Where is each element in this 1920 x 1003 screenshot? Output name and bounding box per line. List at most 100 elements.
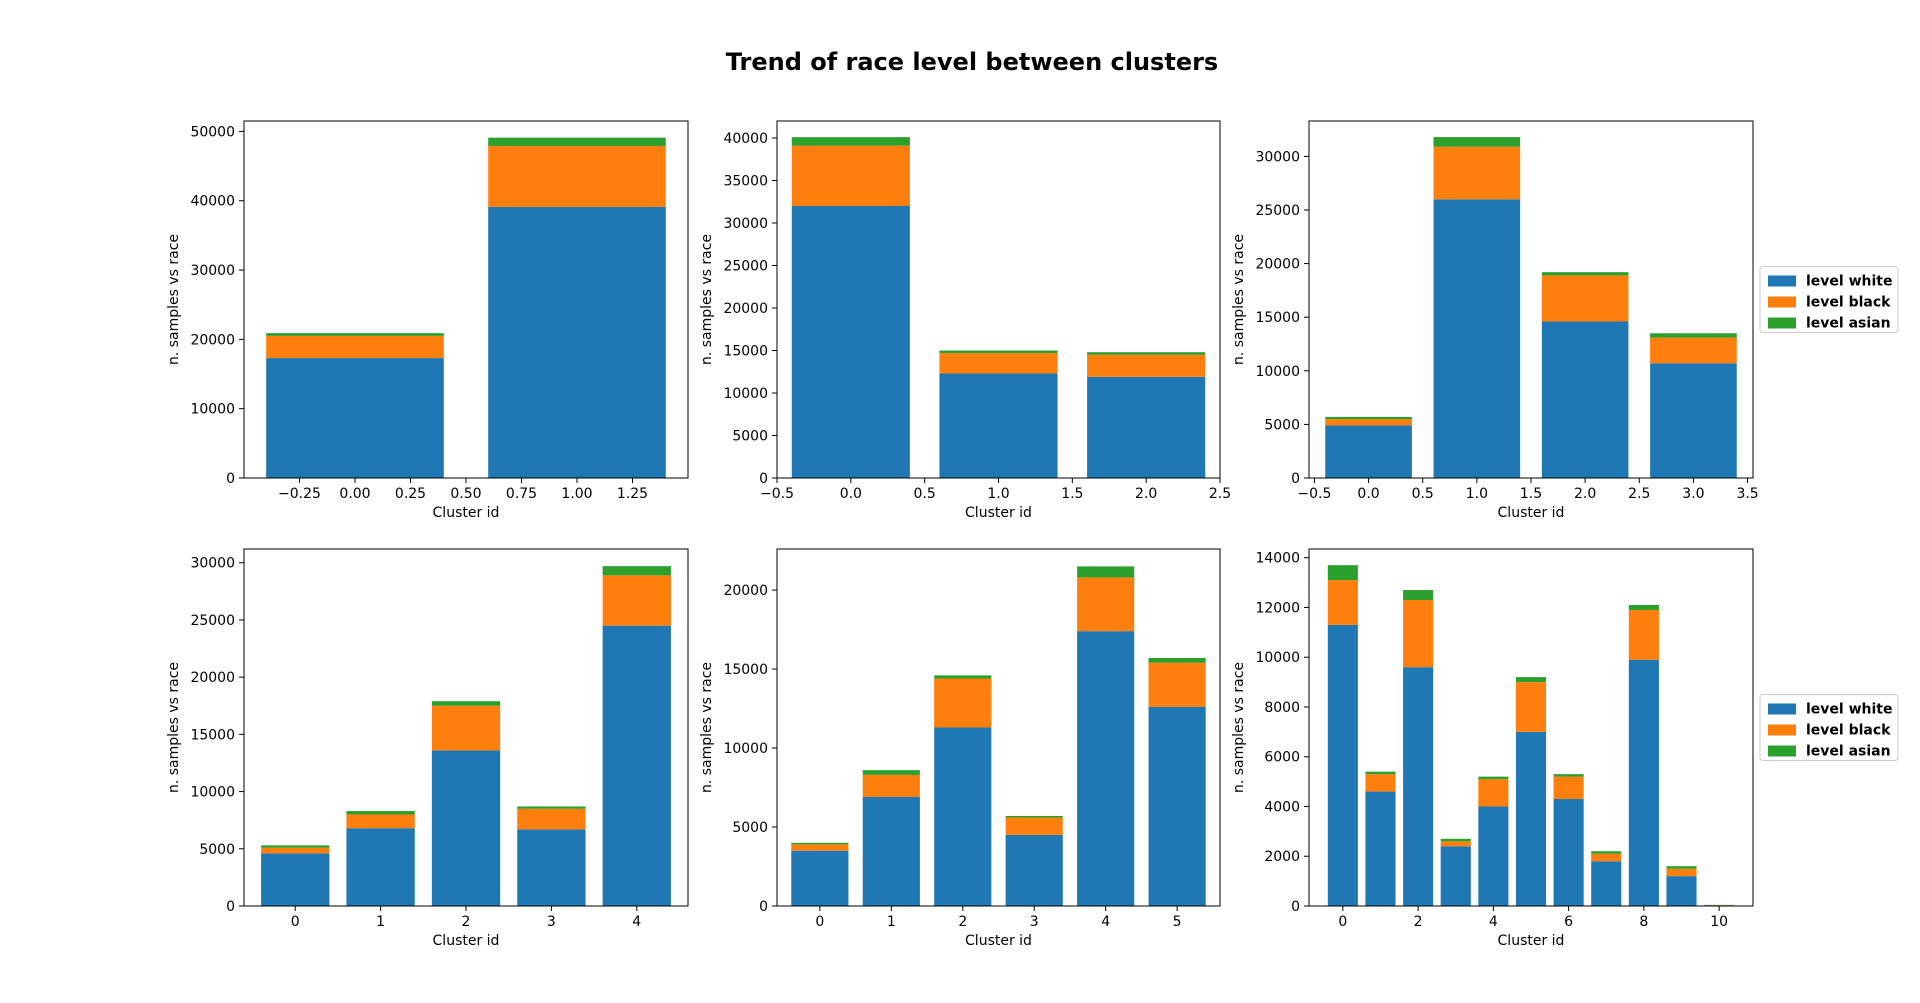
subplot-4: 0 1 2 3 4 0 5000 10000 15000 20000 25000 30000 Clust… — [166, 548, 689, 949]
x-tick-label: 8 — [1639, 914, 1648, 930]
bar-level-white-cluster-3 — [1650, 363, 1737, 478]
bar-level-black-cluster-3 — [517, 808, 586, 830]
bar-level-white-cluster-0 — [261, 853, 330, 906]
bar-level-black-cluster-2 — [1403, 600, 1434, 668]
x-tick-label: 3 — [547, 914, 556, 930]
bar-level-asian-cluster-4 — [1478, 776, 1509, 780]
bar-level-white-cluster-0 — [1325, 425, 1412, 478]
bar-level-black-cluster-1 — [939, 353, 1058, 374]
x-tick-label: 1.25 — [617, 486, 648, 502]
x-tick-label: 0.0 — [1357, 486, 1379, 502]
y-tick-label: 40000 — [723, 131, 768, 147]
bar-level-white-cluster-0 — [791, 206, 910, 478]
x-tick-label: 0.0 — [840, 486, 862, 502]
bar-level-asian-cluster-3 — [1650, 333, 1737, 338]
bar-level-black-cluster-7 — [1591, 853, 1622, 862]
bar-level-asian-cluster-4 — [1077, 566, 1135, 578]
legend-swatch-level-white — [1768, 703, 1796, 715]
bar-level-asian-cluster-0 — [791, 137, 910, 146]
bar-level-black-cluster-3 — [1440, 841, 1471, 847]
y-axis-label: n. samples vs race — [166, 234, 182, 365]
x-tick-label: 1.5 — [1061, 486, 1083, 502]
x-tick-label: 2 — [958, 914, 967, 930]
y-tick-label: 2000 — [1264, 849, 1300, 865]
x-tick-label: 3.0 — [1682, 486, 1704, 502]
y-tick-label: 15000 — [723, 344, 768, 360]
bar-level-black-cluster-4 — [1478, 779, 1509, 807]
x-tick-label: 3.5 — [1736, 486, 1758, 502]
bar-level-black-cluster-0 — [791, 844, 849, 851]
bar-level-asian-cluster-3 — [1005, 815, 1063, 818]
x-tick-label: 1.00 — [561, 486, 592, 502]
bar-level-white-cluster-4 — [602, 625, 671, 906]
bar-level-black-cluster-8 — [1628, 609, 1659, 660]
bar-level-black-cluster-1 — [1365, 774, 1396, 792]
legend-swatch-level-asian — [1768, 745, 1796, 757]
legend-label-level-white: level white — [1806, 702, 1892, 718]
x-tick-label: 0 — [815, 914, 824, 930]
bar-level-asian-cluster-3 — [517, 806, 586, 809]
bar-level-asian-cluster-2 — [1541, 272, 1629, 276]
bar-level-black-cluster-1 — [1433, 146, 1521, 200]
subplot-5: 0 1 2 3 4 5 0 5000 10000 15000 20000 Cluster id n. s… — [699, 548, 1221, 949]
bar-level-white-cluster-0 — [791, 850, 849, 906]
y-tick-label: 15000 — [723, 662, 768, 678]
y-tick-label: 20000 — [723, 301, 768, 317]
x-tick-label: 3 — [1030, 914, 1039, 930]
bar-level-asian-cluster-0 — [791, 842, 849, 845]
bar-level-white-cluster-3 — [1005, 834, 1063, 906]
x-tick-label: 2.5 — [1209, 486, 1231, 502]
bar-level-black-cluster-4 — [602, 575, 671, 626]
y-tick-label: 15000 — [1255, 310, 1300, 326]
y-axis-label: n. samples vs race — [699, 234, 715, 365]
bar-level-black-cluster-4 — [1077, 577, 1135, 632]
y-axis-label: n. samples vs race — [1231, 662, 1247, 793]
bar-level-white-cluster-1 — [1433, 199, 1521, 478]
x-tick-label: −0.5 — [760, 486, 794, 502]
x-tick-label: 0.5 — [914, 486, 936, 502]
x-axis-label: Cluster id — [1498, 933, 1565, 949]
bar-level-black-cluster-0 — [266, 335, 444, 359]
bar-level-white-cluster-8 — [1628, 659, 1659, 906]
x-axis-label: Cluster id — [965, 505, 1032, 521]
y-tick-label: 25000 — [723, 259, 768, 275]
bar-level-white-cluster-2 — [1403, 667, 1434, 906]
y-tick-label: 10000 — [190, 402, 235, 418]
bar-level-asian-cluster-5 — [1515, 677, 1547, 683]
legend-swatch-level-black — [1768, 296, 1796, 308]
x-tick-label: 1.5 — [1520, 486, 1542, 502]
bar-level-white-cluster-4 — [1478, 806, 1509, 906]
figure-title: Trend of race level between clusters — [726, 48, 1218, 76]
bar-level-black-cluster-0 — [261, 847, 330, 854]
bar-level-white-cluster-1 — [939, 373, 1058, 478]
x-tick-label: 2.0 — [1135, 486, 1157, 502]
y-tick-label: 5000 — [732, 429, 768, 445]
bar-level-asian-cluster-9 — [1666, 866, 1697, 869]
bar-level-asian-cluster-1 — [1433, 137, 1521, 147]
bar-level-asian-cluster-6 — [1553, 774, 1584, 777]
y-tick-label: 14000 — [1255, 551, 1300, 567]
legend-swatch-level-white — [1768, 275, 1796, 287]
subplot-2: −0.5 0.0 0.5 1.0 1.5 2.0 2.5 0 5000 10000 15000 200… — [699, 120, 1231, 521]
x-axis-label: Cluster id — [433, 933, 500, 949]
bar-level-asian-cluster-2 — [934, 675, 992, 679]
x-tick-label: 0.00 — [339, 486, 370, 502]
subplot-3: −0.5 0.0 0.5 1.0 1.5 2.0 2.5 3.0 3.5 0 5000 10000 15… — [1231, 120, 1899, 521]
y-tick-label: 20000 — [190, 332, 235, 348]
legend: level white level black level asian — [1759, 694, 1899, 761]
bar-level-asian-cluster-2 — [431, 701, 501, 706]
bar-level-asian-cluster-1 — [488, 137, 666, 146]
y-tick-label: 25000 — [1255, 203, 1300, 219]
legend: level white level black level asian — [1759, 266, 1899, 333]
y-tick-label: 25000 — [190, 613, 235, 629]
x-tick-label: 2.0 — [1574, 486, 1596, 502]
y-tick-label: 10000 — [723, 386, 768, 402]
bar-level-asian-cluster-5 — [1148, 657, 1206, 663]
subplots: −0.25 0.00 0.25 0.50 0.75 1.00 1.2501000020000… — [166, 120, 1899, 949]
bar-level-black-cluster-9 — [1666, 868, 1697, 877]
x-tick-label: 0 — [1338, 914, 1347, 930]
y-tick-label: 0 — [759, 471, 768, 487]
x-tick-label: 0.25 — [395, 486, 426, 502]
x-tick-label: 1 — [887, 914, 896, 930]
axes-frame — [776, 548, 1221, 907]
